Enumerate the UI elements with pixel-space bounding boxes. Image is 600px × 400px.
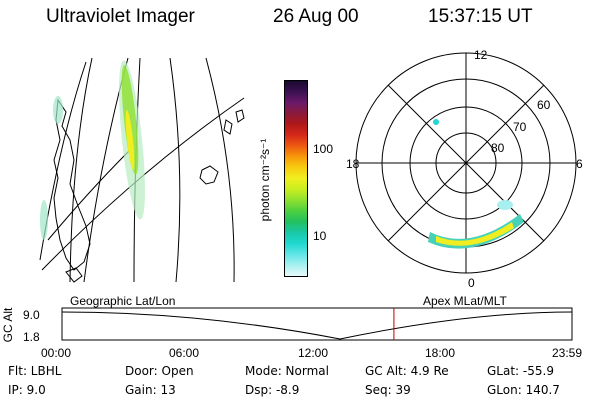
- status-ip: IP: 9.0: [8, 383, 46, 397]
- status-mode: Mode: Normal: [245, 364, 329, 378]
- mlt-label-6: 6: [576, 157, 583, 171]
- instrument-title: Ultraviolet Imager: [46, 6, 195, 27]
- colorbar: [284, 80, 308, 277]
- status-gain: Gain: 13: [125, 383, 176, 397]
- mlt-label-18: 18: [346, 157, 360, 171]
- status-flt: Flt: LBHL: [8, 364, 62, 378]
- timeline-left-title: Geographic Lat/Lon: [70, 294, 176, 308]
- timeline-xtick-1200: 12:00: [298, 346, 329, 360]
- status-glon: GLon: 140.7: [487, 383, 560, 397]
- timeline-xtick-2359: 23:59: [552, 346, 583, 360]
- lat-label-80: 80: [491, 141, 505, 155]
- mlt-label-12: 12: [474, 48, 488, 62]
- timeline-ytick-top: 9.0: [23, 308, 40, 322]
- coastline: [53, 98, 245, 283]
- lat-label-60: 60: [537, 98, 551, 112]
- status-seq: Seq: 39: [365, 383, 411, 397]
- time-label: 15:37:15 UT: [428, 6, 533, 27]
- status-gc-alt: GC Alt: 4.9 Re: [365, 364, 449, 378]
- timeline-xtick-0600: 06:00: [169, 346, 200, 360]
- altitude-curve: [61, 311, 573, 340]
- lat-label-70: 70: [513, 120, 527, 134]
- status-dsp: Dsp: -8.9: [245, 383, 300, 397]
- timeline-ytick-bottom: 1.8: [23, 330, 40, 344]
- polar-diag-2: [387, 84, 545, 242]
- date-label: 26 Aug 00: [273, 6, 359, 27]
- timeline-xtick-1800: 18:00: [425, 346, 456, 360]
- colorbar-gradient: [285, 81, 307, 276]
- mlt-label-0: 0: [468, 276, 475, 290]
- timeline-right-title: Apex MLat/MLT: [423, 294, 507, 308]
- status-glat: GLat: -55.9: [487, 364, 554, 378]
- auroral-oval-geo: [40, 60, 145, 240]
- status-door: Door: Open: [125, 364, 194, 378]
- colorbar-tick-100: 100: [313, 142, 334, 156]
- colorbar-tick-10: 10: [313, 229, 327, 243]
- timeline-xtick-0000: 00:00: [41, 346, 72, 360]
- auroral-oval-polar: [428, 119, 524, 249]
